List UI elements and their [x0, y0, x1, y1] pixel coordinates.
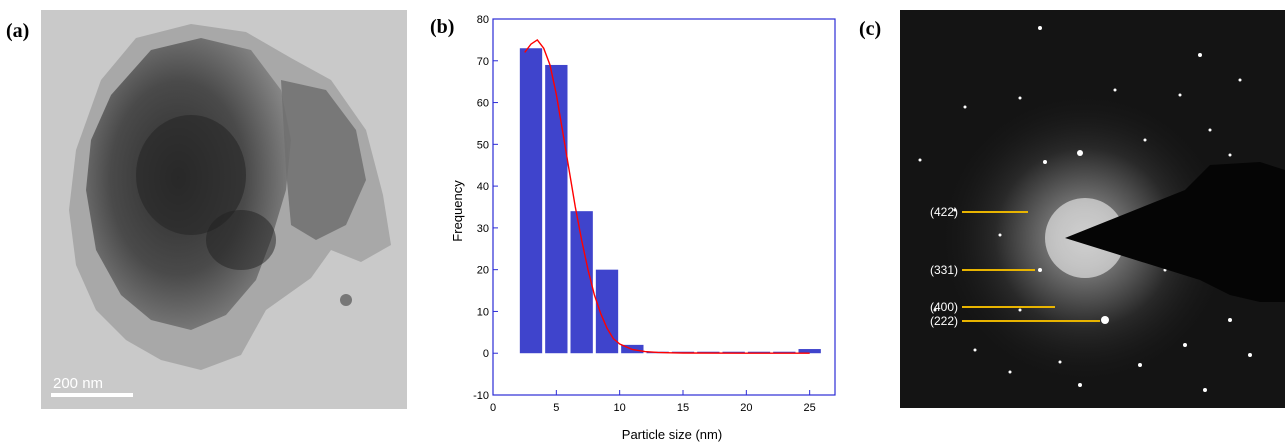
plot-frame — [492, 18, 836, 396]
y-tick-label: 20 — [477, 265, 489, 277]
y-tick-label: 40 — [477, 181, 489, 193]
x-tick-label: 25 — [804, 402, 816, 414]
tem-image: 200 nm — [41, 10, 407, 409]
diffraction-pattern: (422) (331) (400) (222) — [900, 10, 1285, 408]
ring-label-422: (422) — [930, 205, 958, 219]
y-tick-label: 0 — [483, 348, 489, 360]
diffraction-spots — [918, 26, 1272, 392]
histogram-bar — [595, 269, 619, 354]
y-tick-label: 10 — [477, 306, 489, 318]
histogram-bar — [570, 211, 593, 354]
y-tick-label: 30 — [477, 223, 489, 235]
y-tick-label: 50 — [477, 139, 489, 151]
ring-label-222: (222) — [930, 314, 958, 328]
panel-label-b: (b) — [430, 16, 455, 38]
x-tick-label: 5 — [553, 402, 559, 414]
histogram-bar — [747, 351, 771, 354]
x-tick-label: 0 — [490, 402, 496, 414]
y-tick-label: -10 — [473, 390, 489, 402]
scale-bar-label: 200 nm — [53, 375, 103, 392]
fit-curve — [524, 38, 810, 354]
x-axis-label: Particle size (nm) — [622, 427, 722, 442]
y-axis-label: Frequency — [450, 180, 465, 242]
histogram-bar — [545, 64, 568, 354]
y-tick-label: 60 — [477, 98, 489, 110]
histogram-bar — [519, 48, 543, 354]
y-tick-label: 80 — [477, 14, 489, 26]
scale-bar — [51, 393, 133, 397]
x-tick-label: 15 — [677, 402, 689, 414]
ring-label-400: (400) — [930, 300, 958, 314]
x-tick-label: 10 — [614, 402, 626, 414]
y-tick-label: 70 — [477, 56, 489, 68]
ring-label-331: (331) — [930, 263, 958, 277]
panel-label-c: (c) — [859, 18, 882, 40]
histogram-bar — [773, 351, 796, 354]
panel-label-a: (a) — [6, 20, 30, 42]
beam-stop — [1065, 162, 1285, 302]
histogram-bar — [798, 349, 821, 354]
x-tick-label: 20 — [740, 402, 752, 414]
